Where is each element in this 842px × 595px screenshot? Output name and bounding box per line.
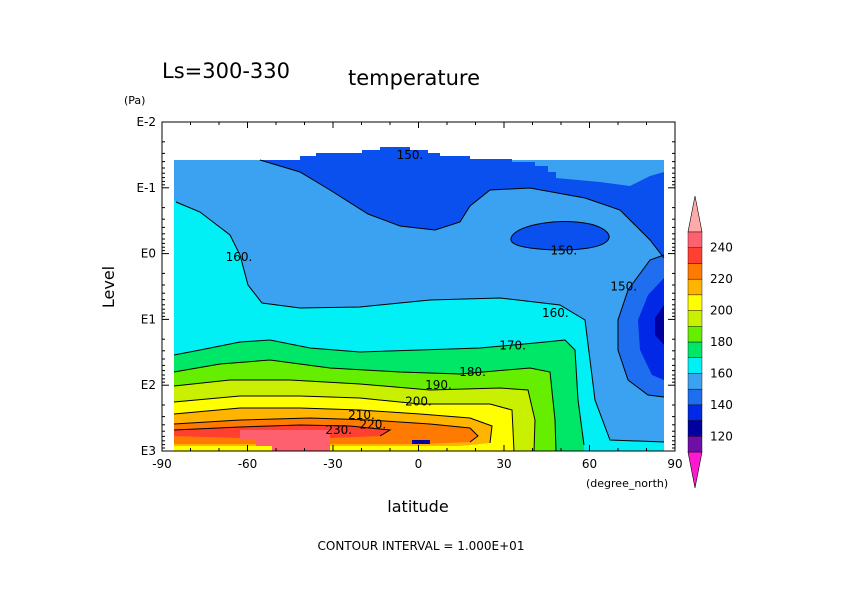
contour-label: 150.: [397, 148, 424, 162]
contour-label: 150.: [550, 243, 577, 257]
contour-labels: 150. 150. 150. 160. 160. 170. 180. 190. 200. 210.…: [226, 148, 637, 437]
colorbar-bin: [687, 326, 703, 343]
fill-130-140-right: [638, 278, 664, 380]
contour-label: 230.: [325, 423, 352, 437]
chart-title: Ls=300-330: [162, 59, 290, 83]
fill-bottom-warm: [240, 430, 330, 451]
x-tick-label: 30: [496, 457, 511, 471]
fill-notch: [412, 440, 430, 444]
y-axis-ticks: E-2 E-1 E0 E1 E2 E3: [136, 115, 675, 458]
colorbar-label: 220: [710, 272, 733, 286]
contour-line-150-right: [617, 254, 665, 398]
contour-line-170: [173, 339, 585, 446]
plot-area: 150. 150. 150. 160. 160. 170. 180. 190. 200. 210.…: [136, 115, 682, 471]
contour-line-230: [173, 424, 392, 437]
contour-label: 160.: [226, 250, 253, 264]
contour-line-150-blob: [510, 221, 610, 251]
contour-label: 150.: [610, 280, 637, 294]
colorbar-label: 140: [710, 398, 733, 412]
colorbar-bin: [687, 404, 703, 421]
colorbar: 120 140 160 180 200 220 240: [687, 195, 733, 489]
y-tick-label: E3: [141, 444, 156, 458]
y-tick-label: E1: [141, 312, 156, 326]
contour-line-190: [173, 379, 536, 452]
colorbar-bin: [687, 388, 703, 406]
contour-label: 200.: [405, 395, 432, 409]
colorbar-bin: [687, 231, 703, 248]
colorbar-bin: [687, 341, 703, 358]
x-unit-label: (degree_north): [586, 477, 668, 490]
contour-label: 170.: [499, 339, 526, 353]
colorbar-bin: [687, 436, 703, 453]
y-axis-label: Level: [99, 266, 118, 308]
x-axis-ticks: -90 -60 -30 0 30 60 90: [152, 122, 683, 471]
contour-label: 160.: [542, 306, 569, 320]
colorbar-label: 180: [710, 335, 733, 349]
contour-line-150-top: [259, 159, 665, 259]
contour-line-180: [173, 359, 557, 452]
colorbar-bin: [687, 310, 703, 327]
colorbar-label: 120: [710, 429, 733, 443]
x-tick-label: 90: [667, 457, 682, 471]
colorbar-bin: [687, 263, 703, 280]
y-unit-label: (Pa): [124, 94, 145, 107]
colorbar-bin: [687, 278, 703, 296]
colorbar-bin: [687, 294, 703, 311]
colorbar-label: 240: [710, 241, 733, 255]
contour-fills: [174, 147, 664, 451]
contour-label: 220.: [360, 418, 387, 432]
x-tick-label: 0: [415, 457, 423, 471]
contour-label: 210.: [348, 408, 375, 422]
contour-line-200: [173, 395, 515, 452]
fill-140-150-top: [260, 147, 664, 258]
x-tick-label: 60: [582, 457, 597, 471]
contour-line-220: [173, 417, 479, 443]
fill-120-130-right: [655, 305, 664, 345]
y-tick-label: E0: [141, 247, 156, 261]
colorbar-bin: [687, 357, 703, 374]
colorbar-bin: [687, 373, 703, 390]
fill-140-150-blob: [510, 221, 610, 250]
x-tick-label: -90: [152, 457, 172, 471]
contour-line-160: [175, 201, 665, 443]
x-tick-label: -60: [238, 457, 258, 471]
colorbar-label: 160: [710, 366, 733, 380]
contour-line-210: [173, 407, 493, 444]
contour-lines: [173, 159, 665, 452]
colorbar-over-triangle: [687, 195, 703, 233]
variable-title: temperature: [348, 66, 480, 90]
y-tick-label: E-1: [136, 181, 156, 195]
colorbar-bin: [687, 420, 703, 437]
x-tick-label: -30: [323, 457, 343, 471]
contour-label: 190.: [425, 378, 452, 392]
x-axis-label: latitude: [387, 497, 448, 516]
contour-label: 180.: [459, 365, 486, 379]
colorbar-under-triangle: [687, 451, 703, 489]
y-tick-label: E-2: [136, 115, 156, 129]
y-tick-label: E2: [141, 378, 156, 392]
contour-interval-note: CONTOUR INTERVAL = 1.000E+01: [318, 539, 525, 553]
colorbar-label: 200: [710, 304, 733, 318]
colorbar-bin: [687, 247, 703, 264]
